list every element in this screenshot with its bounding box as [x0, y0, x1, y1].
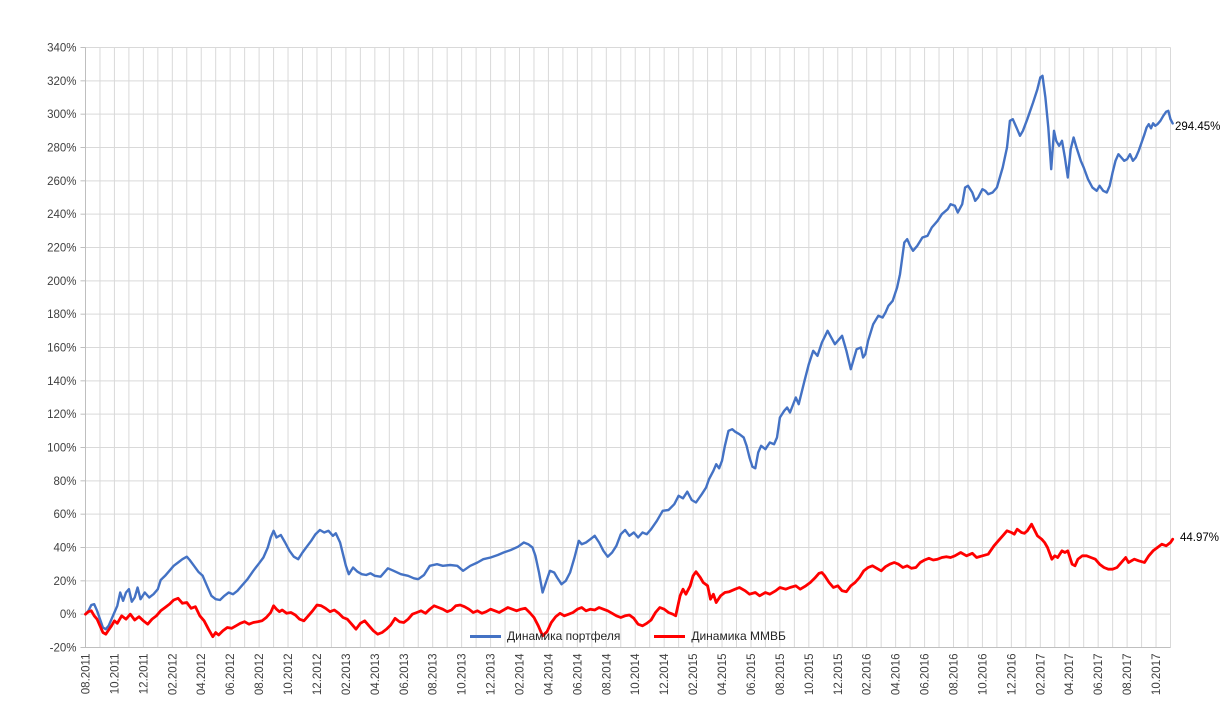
mmvb-series-line — [84, 522, 1175, 639]
y-axis-label: 240% — [47, 209, 76, 221]
x-axis-label: 08.2016 — [949, 654, 961, 696]
x-axis-label: 10.2011 — [109, 654, 121, 695]
x-axis-label: 02.2016 — [862, 654, 874, 696]
x-axis-label: 10.2013 — [457, 654, 469, 696]
y-axis-label: 160% — [47, 343, 76, 355]
x-axis-label: 06.2015 — [746, 654, 758, 696]
x-axis-label: 02.2012 — [167, 654, 179, 696]
legend-label-portfolio: Динамика портфеля — [507, 629, 621, 643]
x-axis-label: 04.2016 — [891, 654, 903, 696]
portfolio-line-swatch-icon — [470, 634, 501, 638]
x-axis-label: 10.2017 — [1151, 654, 1163, 696]
x-axis-label: 10.2012 — [283, 654, 295, 696]
y-axis-label: 100% — [47, 443, 76, 455]
y-axis-label: 300% — [47, 109, 76, 121]
x-axis-label: 04.2014 — [543, 653, 555, 695]
y-axis-label: 60% — [53, 509, 76, 521]
x-axis-label: 06.2012 — [225, 654, 237, 696]
y-axis-label: 40% — [53, 543, 76, 555]
x-axis-label: 06.2014 — [572, 653, 584, 695]
x-axis-label: 06.2016 — [920, 654, 932, 696]
x-axis-label: 08.2012 — [254, 654, 266, 696]
y-axis-label: 140% — [47, 376, 76, 388]
x-axis-label: 08.2013 — [428, 654, 440, 696]
y-axis-label: 80% — [53, 476, 76, 488]
y-axis-label: 20% — [53, 576, 76, 588]
x-axis-label: 02.2014 — [515, 653, 527, 695]
x-axis-label: 12.2014 — [659, 653, 671, 695]
x-axis-label: 04.2017 — [1064, 654, 1076, 696]
y-axis-label: 180% — [47, 309, 76, 321]
mmvb-end-value-label: 44.97% — [1180, 532, 1220, 544]
x-axis-label: 10.2014 — [630, 653, 642, 695]
x-axis-label: 02.2015 — [688, 654, 700, 696]
x-axis-label: 02.2017 — [1035, 654, 1047, 696]
x-axis-label: 06.2017 — [1093, 654, 1105, 696]
y-axis-label: 220% — [47, 243, 76, 255]
legend-label-mmvb: Динамика ММВБ — [691, 629, 786, 643]
x-axis-label: 08.2017 — [1122, 654, 1134, 696]
x-axis-label: 04.2015 — [717, 654, 729, 696]
x-axis-label: 12.2012 — [312, 654, 324, 696]
y-axis-label: 120% — [47, 409, 76, 421]
legend-item-portfolio[interactable]: Динамика портфеля — [470, 629, 620, 643]
y-axis-label: 200% — [47, 276, 76, 288]
x-axis-label: 08.2015 — [775, 654, 787, 696]
x-axis-label: 12.2015 — [833, 654, 845, 696]
legend-item-mmvb[interactable]: Динамика ММВБ — [654, 629, 786, 643]
y-axis-label: -20% — [50, 643, 77, 655]
y-axis-label: 0% — [60, 609, 77, 621]
x-axis-label: 02.2013 — [341, 654, 353, 696]
x-axis-label: 12.2016 — [1006, 654, 1018, 696]
mmvb-line-swatch-icon — [654, 634, 686, 638]
x-axis-label: 04.2012 — [196, 654, 208, 696]
y-axis-label: 320% — [47, 76, 76, 88]
x-axis-label: 08.2014 — [601, 653, 613, 695]
portfolio-end-value-label: 294.45% — [1175, 121, 1221, 133]
x-axis-label: 12.2013 — [486, 654, 498, 696]
x-axis-label: 12.2011 — [138, 654, 150, 695]
portfolio-series-line — [84, 74, 1174, 631]
y-axis-label: 280% — [47, 143, 76, 155]
x-axis-label: 06.2013 — [399, 654, 411, 696]
x-axis-label: 08.2011 — [81, 654, 93, 695]
chart-legend: Динамика портфеля Динамика ММВБ — [470, 629, 786, 643]
x-axis-label: 10.2015 — [804, 654, 816, 696]
x-axis-label: 04.2013 — [370, 654, 382, 696]
y-axis-label: 340% — [47, 43, 76, 55]
x-axis-label: 10.2016 — [977, 654, 989, 696]
y-axis-label: 260% — [47, 176, 76, 188]
